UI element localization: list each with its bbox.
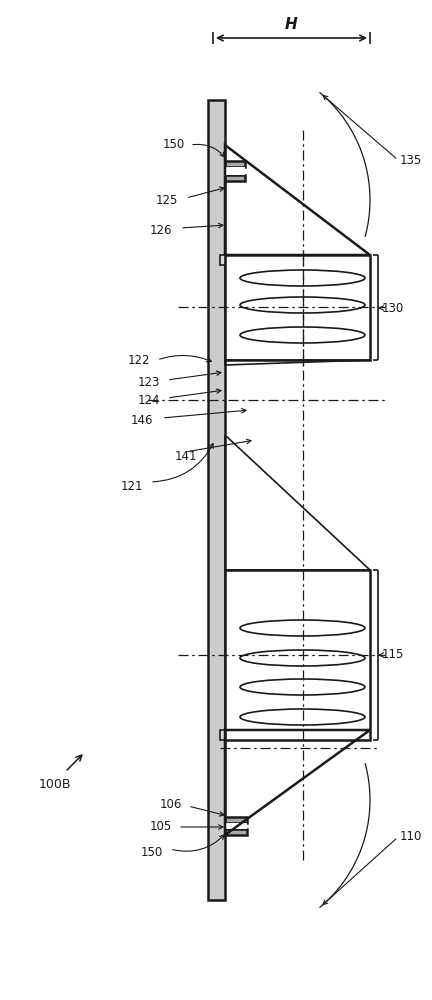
Text: 122: 122	[127, 354, 150, 366]
Text: 115: 115	[382, 648, 404, 662]
Bar	[220, 730, 225, 740]
Bar	[220, 255, 225, 265]
Ellipse shape	[240, 270, 365, 286]
Bar	[225, 175, 245, 181]
Bar	[225, 161, 245, 167]
Text: 130: 130	[382, 302, 404, 314]
Text: 100B: 100B	[39, 778, 71, 792]
Bar	[225, 167, 245, 175]
Ellipse shape	[240, 679, 365, 695]
Bar	[208, 100, 225, 900]
Text: 105: 105	[150, 820, 172, 834]
Bar	[225, 829, 247, 835]
Text: 141: 141	[175, 450, 197, 464]
Bar	[225, 255, 370, 360]
Text: 106: 106	[160, 798, 182, 812]
Text: 125: 125	[156, 194, 178, 207]
Text: 121: 121	[121, 481, 143, 493]
Ellipse shape	[240, 327, 365, 343]
Bar	[225, 823, 247, 829]
Ellipse shape	[240, 709, 365, 725]
Text: 124: 124	[137, 393, 160, 406]
Ellipse shape	[240, 650, 365, 666]
Bar	[225, 570, 370, 740]
Text: H: H	[285, 17, 298, 32]
Bar	[225, 817, 247, 823]
Text: 150: 150	[141, 846, 163, 858]
Text: 135: 135	[400, 153, 422, 166]
Text: 146: 146	[130, 414, 153, 426]
Text: 123: 123	[138, 375, 160, 388]
Text: 126: 126	[149, 224, 172, 236]
Ellipse shape	[240, 297, 365, 313]
Ellipse shape	[240, 620, 365, 636]
Text: 150: 150	[163, 138, 185, 151]
Text: 110: 110	[400, 830, 422, 844]
